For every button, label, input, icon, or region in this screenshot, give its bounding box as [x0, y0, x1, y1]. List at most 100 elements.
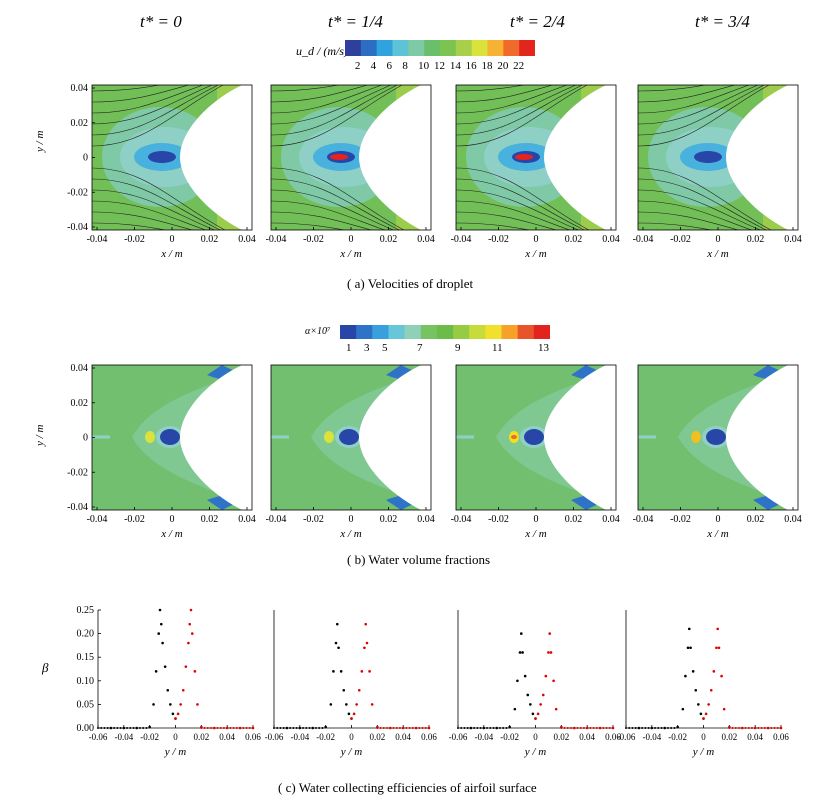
beta-ytick: 0.05: [77, 699, 95, 710]
streamline: [638, 85, 750, 114]
beta-point-lower: [687, 627, 691, 631]
beta-point-upper: [541, 693, 545, 697]
colorbar-a: [345, 40, 535, 56]
beta-point-upper: [392, 727, 395, 729]
panel-a-xlabel: x / m: [524, 248, 546, 260]
beta-xtick: 0.04: [747, 732, 763, 742]
panel-b-plots: -0.04 -0.02 0 0.02 0.04 x / m 0.04 0.02 0 -0.02 -0…: [67, 363, 802, 540]
panel-b-ytick: 0.04: [71, 363, 89, 374]
panel-a-ytick: -0.04: [67, 222, 88, 233]
colorbar-a-swatch: [424, 40, 441, 56]
colorbar-a-title: u_d / (m/s): [296, 44, 348, 58]
fraction-contour: [638, 365, 798, 510]
streamline: [92, 85, 213, 125]
beta-point-upper: [776, 727, 779, 729]
beta-point-upper: [239, 727, 242, 729]
panel-b-xtick: 0.04: [784, 514, 802, 525]
beta-xtick: -0.06: [617, 732, 636, 742]
colorbar-a-ticks: 2 4 6 8 10 12 14 16 18 20 22: [333, 60, 543, 74]
beta-point-lower: [106, 727, 109, 729]
beta-point-lower: [637, 727, 640, 729]
panel-a-xtick: -0.04: [87, 234, 108, 245]
beta-xtick: 0.04: [579, 732, 595, 742]
beta-point-lower: [492, 727, 495, 729]
time-label-1: t* = 1/4: [328, 12, 383, 31]
beta-ytick: 0.00: [77, 723, 95, 734]
fraction-jet: [92, 435, 110, 439]
beta-point-upper: [389, 727, 392, 729]
beta-point-upper: [232, 727, 235, 729]
colorbar-b-title: α×10⁷: [305, 326, 331, 337]
beta-ytick: 0.20: [77, 629, 95, 640]
fraction-jet: [271, 435, 289, 439]
fraction-core: [339, 429, 359, 445]
beta-point-upper: [187, 641, 190, 645]
beta-point-upper: [534, 717, 537, 720]
beta-point-upper: [181, 688, 185, 692]
streamline: [92, 85, 204, 114]
colorbar-a-swatch: [487, 40, 504, 56]
beta-point-lower: [329, 703, 333, 706]
panel-b-ytick: -0.04: [67, 502, 88, 513]
beta-point-lower: [305, 727, 308, 729]
airfoil-body: [180, 365, 252, 510]
beta-point-lower: [289, 727, 292, 729]
beta-point-upper: [184, 665, 188, 668]
beta-point-lower: [482, 727, 485, 729]
streamline: [638, 85, 708, 92]
beta-point-upper: [579, 727, 582, 729]
panel-a-xtick: 0: [349, 234, 354, 245]
streamline: [271, 167, 405, 230]
colorbar-b: [340, 325, 550, 339]
colorbar-b-tick: 13: [538, 342, 549, 354]
panel-b-xtick: 0: [534, 514, 539, 525]
beta-point-upper: [750, 727, 753, 729]
beta-point-upper: [352, 712, 356, 716]
streamline: [638, 85, 736, 103]
beta-xtick: -0.02: [316, 732, 335, 742]
streamline: [92, 200, 207, 230]
colorbar-a-tick: 18: [481, 60, 493, 72]
fraction-spot-hot: [511, 435, 517, 439]
beta-point-upper: [386, 727, 389, 729]
colorbar-b-swatch: [453, 325, 470, 339]
beta-point-lower: [529, 703, 532, 706]
beta-point-upper: [605, 727, 608, 729]
beta-point-upper: [589, 727, 592, 729]
streamline: [271, 211, 373, 230]
beta-point-upper: [611, 726, 615, 730]
colorbar-b-tick: 9: [455, 342, 461, 354]
streamline: [271, 85, 403, 147]
beta-point-upper: [582, 727, 585, 729]
beta-point-lower: [157, 632, 161, 635]
beta-xtick: -0.06: [265, 732, 284, 742]
panel-b-xtick: 0.02: [747, 514, 765, 525]
beta-point-lower: [148, 725, 151, 729]
beta-xtick: -0.02: [500, 732, 519, 742]
beta-point-lower: [158, 608, 162, 612]
beta-point-upper: [174, 717, 177, 720]
beta-point-lower: [302, 727, 305, 729]
beta-point-lower: [469, 727, 472, 729]
beta-point-upper: [200, 727, 203, 729]
beta-point-upper: [398, 727, 401, 729]
beta-point-upper: [702, 717, 705, 720]
velocity-hot: [330, 154, 348, 160]
beta-point-lower: [332, 670, 335, 673]
panel-b-xtick: -0.02: [488, 514, 509, 525]
beta-point-lower: [342, 688, 346, 692]
fraction-spot: [691, 431, 701, 443]
panel-a-xtick: 0.02: [201, 234, 219, 245]
beta-xtick: -0.04: [290, 732, 309, 742]
colorbar-b-tick: 3: [364, 342, 370, 354]
panel-a-xtick: 0: [716, 234, 721, 245]
streamline: [638, 178, 768, 230]
beta-point-upper: [747, 727, 750, 729]
velocity-contour: [92, 85, 252, 230]
beta-point-upper: [722, 707, 726, 711]
beta-point-upper: [179, 703, 182, 706]
beta-point-lower: [634, 727, 637, 729]
beta-point-upper: [548, 632, 552, 635]
beta-point-upper: [216, 727, 219, 729]
panel-a-xtick: -0.02: [488, 234, 509, 245]
